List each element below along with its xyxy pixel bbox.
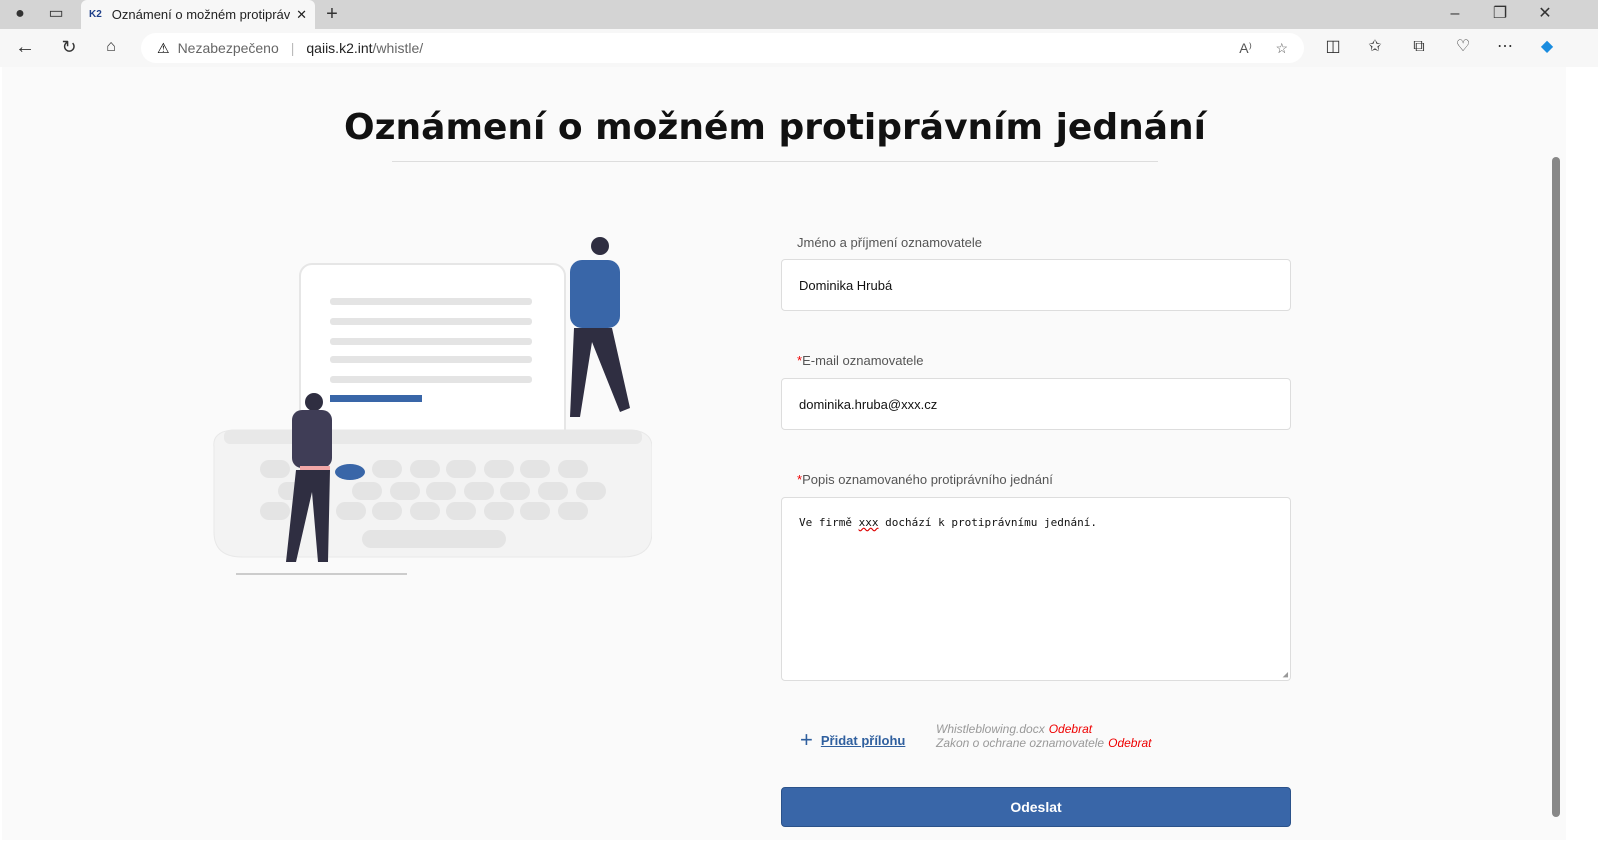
browser-essentials-icon[interactable]: ♡ [1455,38,1471,55]
new-tab-icon[interactable]: + [326,3,338,25]
email-label: *E-mail oznamovatele [797,353,923,368]
security-label: Nezabezpečeno [177,40,279,56]
tab-title: Oznámení o možném protiprávním jednání [111,7,291,22]
email-label-text: E-mail oznamovatele [802,353,924,368]
tab-bar: ● ▭ K2 Oznámení o možném protiprávním je… [0,0,1598,29]
attachment-list: Whistleblowing.docx Odebrat Zakon o ochra… [936,722,1151,750]
copilot-icon[interactable]: ◆ [1540,38,1554,55]
desc-text: Ve firmě [799,516,859,529]
favorites-icon[interactable]: ✩ [1368,38,1382,55]
description-textarea[interactable]: Ve firmě xxx dochází k protiprávnímu jed… [781,497,1291,681]
scrollbar[interactable] [1548,67,1566,840]
add-attachment-button[interactable]: + Přidat přílohu [800,727,905,753]
back-icon[interactable]: ← [15,36,35,58]
navigation-bar: ← ↻ ⌂ ⚠ Nezabezpečeno | qaiis.k2.int/whi… [0,29,1598,67]
close-tab-icon[interactable]: ✕ [296,6,307,22]
desc-text: dochází k protiprávnímu jednání. [878,516,1098,529]
tab-actions-icon[interactable]: ▭ [48,5,64,22]
address-bar[interactable]: ⚠ Nezabezpečeno | qaiis.k2.int/whistle/ … [141,33,1304,63]
email-input[interactable]: dominika.hruba@xxx.cz [781,378,1291,430]
name-label: Jméno a příjmení oznamovatele [797,235,982,250]
url-path: /whistle/ [372,40,424,56]
close-window-icon[interactable]: ✕ [1538,5,1552,22]
attachment-item: Whistleblowing.docx Odebrat [936,722,1151,736]
minimize-icon[interactable]: – [1450,5,1460,22]
more-menu-icon[interactable]: ⋯ [1497,38,1513,55]
required-marker: * [797,472,803,487]
attachment-name: Whistleblowing.docx [936,722,1045,736]
desc-misspelled-word: xxx [858,516,879,529]
refresh-icon[interactable]: ↻ [61,37,77,57]
add-attachment-link[interactable]: Přidat přílohu [820,732,906,748]
collections-icon[interactable]: ⧉ [1413,38,1425,55]
tab-active[interactable]: K2 Oznámení o možném protiprávním jednán… [81,0,315,29]
profile-icon[interactable]: ● [15,5,25,22]
scrollbar-thumb[interactable] [1552,157,1560,817]
k2-favicon-icon: K2 [89,9,102,20]
description-label: *Popis oznamovaného protiprávního jednán… [797,472,1053,487]
resize-handle-icon[interactable]: ◢ [1282,670,1288,680]
plus-icon: + [800,727,813,752]
restore-icon[interactable]: ❐ [1492,5,1508,22]
remove-attachment-link[interactable]: Odebrat [1108,736,1152,750]
remove-attachment-link[interactable]: Odebrat [1048,722,1093,736]
home-icon[interactable]: ⌂ [106,38,116,55]
description-label-text: Popis oznamovaného protiprávního jednání [802,472,1053,487]
page-title: Oznámení o možném protiprávním jednání [344,107,1206,148]
read-aloud-icon[interactable]: A⁾ [1239,39,1252,56]
attachment-name: Zakon o ochrane oznamovatele [936,736,1105,750]
attachment-item: Zakon o ochrane oznamovatele Odebrat [936,736,1151,750]
name-input[interactable]: Dominika Hrubá [781,259,1291,311]
split-screen-icon[interactable]: ◫ [1325,38,1341,55]
warning-icon: ⚠ [157,39,170,56]
required-marker: * [797,353,803,368]
favorite-star-icon[interactable]: ☆ [1275,39,1288,56]
url-host: qaiis.k2.int [306,40,373,56]
page-content: Oznámení o možném protiprávním jednání J… [2,67,1548,840]
typewriter-illustration [213,237,652,575]
submit-button[interactable]: Odeslat [781,787,1291,827]
title-divider [392,161,1158,162]
